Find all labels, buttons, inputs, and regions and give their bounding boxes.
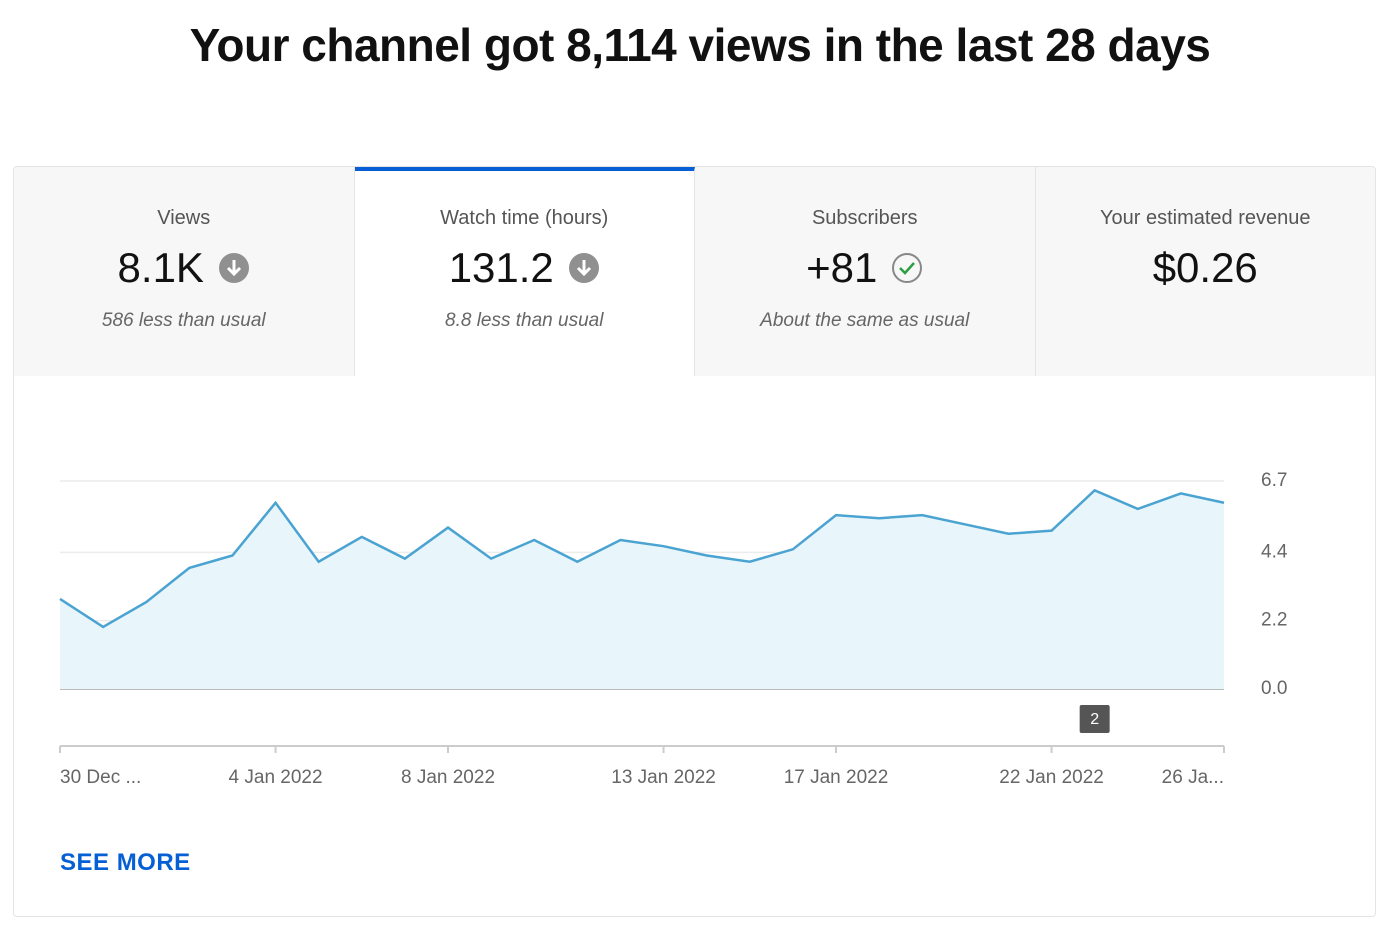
area bbox=[60, 490, 1224, 689]
tabs: Views 8.1K 586 less than usual Watch time (… bbox=[14, 167, 1375, 376]
icon-arrow bbox=[576, 260, 591, 277]
annotation-text: 2 bbox=[1090, 711, 1099, 728]
metric-note: About the same as usual bbox=[760, 310, 970, 331]
metric-value: 8.1K bbox=[117, 244, 204, 291]
title: Your channel got 8,114 views in the last… bbox=[189, 19, 1211, 71]
x-tick-label: 26 Ja... bbox=[1162, 767, 1224, 788]
x-tick-label: 8 Jan 2022 bbox=[401, 767, 495, 788]
chart: 0.0 2.2 4.4 6.7 30 Dec ... 4 Jan 2022 8 Jan 20… bbox=[59, 470, 1288, 788]
metric-label: Your estimated revenue bbox=[1099, 207, 1311, 229]
status-icon bbox=[568, 253, 599, 283]
metric-label: Subscribers bbox=[811, 207, 918, 229]
y-tick-label: 0.0 bbox=[1261, 678, 1287, 699]
metric-value: +81 bbox=[806, 244, 878, 291]
x-tick-label: 30 Dec ... bbox=[60, 767, 141, 788]
x-tick-label: 17 Jan 2022 bbox=[784, 767, 889, 788]
metric-value-row: $0.26 bbox=[1036, 244, 1376, 292]
annotation-box bbox=[1079, 705, 1110, 733]
metric-note: 586 less than usual bbox=[101, 310, 266, 331]
x-tick-label: 4 Jan 2022 bbox=[229, 767, 323, 788]
metric-tab[interactable]: Views 8.1K 586 less than usual bbox=[14, 167, 355, 376]
card: 0.0 2.2 4.4 6.7 30 Dec ... 4 Jan 2022 8 Jan 20… bbox=[13, 166, 1376, 917]
metric-tab[interactable]: Subscribers +81 About the same as usual bbox=[695, 167, 1036, 376]
metric-value: $0.26 bbox=[1152, 244, 1258, 291]
icon-arrow bbox=[226, 260, 242, 277]
see-more[interactable]: SEE MORE bbox=[60, 849, 191, 876]
metric-value-row: +81 bbox=[695, 244, 1035, 292]
x-tick-label: 13 Jan 2022 bbox=[611, 767, 716, 788]
icon-check bbox=[899, 262, 916, 275]
status-icon bbox=[892, 253, 923, 283]
metric-value-row: 8.1K bbox=[14, 244, 354, 292]
icon-circle bbox=[892, 253, 923, 283]
line bbox=[59, 488, 1225, 629]
y-tick-label: 2.2 bbox=[1261, 610, 1287, 631]
x-tick-label: 22 Jan 2022 bbox=[999, 767, 1104, 788]
metric-tab[interactable]: Your estimated revenue $0.26 bbox=[1035, 167, 1376, 376]
y-tick-label: 6.7 bbox=[1261, 470, 1287, 491]
metric-tab[interactable]: Watch time (hours) 131.2 8.8 less than usu… bbox=[354, 167, 695, 376]
metric-label: Watch time (hours) bbox=[440, 207, 609, 229]
metric-value-row: 131.2 bbox=[355, 244, 695, 292]
metric-label: Views bbox=[157, 207, 211, 229]
status-icon bbox=[218, 253, 249, 283]
metric-value: 131.2 bbox=[448, 244, 554, 291]
y-tick-label: 4.4 bbox=[1261, 541, 1288, 562]
metric-note: 8.8 less than usual bbox=[445, 310, 604, 331]
